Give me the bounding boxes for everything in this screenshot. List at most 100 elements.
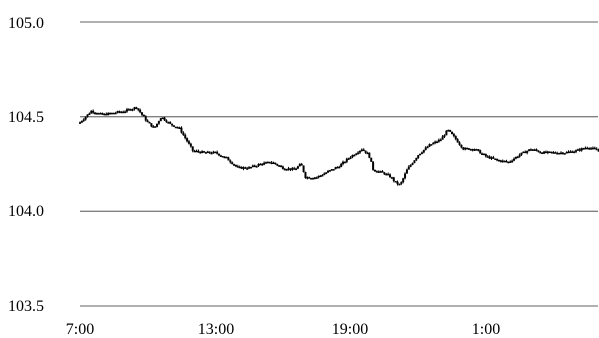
candle-body [405,169,408,174]
candle-body [456,139,459,143]
candle-body [524,151,527,154]
candle-body [443,135,446,137]
candle-body [259,163,262,166]
candle-body [291,168,294,170]
candle-body [413,160,416,164]
candle-body [227,157,230,161]
candle-body [328,170,331,172]
candle-body [400,182,403,184]
candle-body [419,153,422,156]
candle-body [298,164,301,167]
candle-body [415,157,418,161]
candle-body [189,143,192,147]
candle-body [330,169,333,171]
candle-body [445,130,448,136]
candle-body [460,144,463,148]
candle-body [582,148,585,150]
candle-body [516,156,519,159]
candle-body [357,152,360,155]
candle-body [253,165,256,167]
candle-body [469,149,472,151]
candle-body [373,169,376,172]
candle-body [234,164,237,167]
candle-body [272,162,275,164]
candle-body [278,165,281,167]
candle-body [195,150,198,153]
candle-body [122,111,125,114]
candle-body [434,141,437,144]
candle-body [129,109,132,111]
candle-body [171,123,174,126]
candle-body [529,149,532,151]
candle-body [387,173,390,176]
x-tick-label: 19:00 [332,321,368,338]
candle-body [287,168,290,170]
candle-body [317,175,320,178]
candle-body [473,149,476,151]
candle-body [154,126,157,128]
candle-body [546,151,549,154]
candle-body [550,151,553,154]
x-tick-label: 1:00 [472,321,500,338]
candle-body [584,147,587,150]
candle-body [362,149,365,152]
candle-body [375,171,378,173]
candle-body [462,147,465,150]
candle-body [454,136,457,140]
candle-body [481,153,484,156]
candle-body [148,121,151,124]
candle-body [101,113,104,115]
candle-body [573,151,576,154]
candle-body [295,168,298,171]
candle-body [343,161,346,164]
candle-body [159,118,162,122]
candle-body [522,151,525,154]
candle-body [561,152,564,155]
candle-body [513,158,516,161]
candle-body [296,166,299,169]
candle-body [353,154,356,157]
candle-body [492,157,495,159]
candle-body [184,134,187,139]
candle-body [556,152,559,155]
candle-body [466,147,469,150]
candle-body [289,168,292,170]
candle-body [238,166,241,169]
candle-body [439,139,442,142]
candle-body [432,142,435,145]
candle-body [274,162,277,165]
candle-body [79,122,81,124]
candle-body [304,172,307,178]
candle-body [116,111,119,113]
candle-body [424,147,427,150]
candle-body [430,144,433,146]
candle-body [240,166,243,169]
candle-body [520,152,523,155]
candle-body [505,161,508,163]
candle-body [206,151,209,154]
y-tick-label: 103.5 [8,298,44,315]
candle-body [201,151,204,154]
candle-body [310,178,313,180]
candle-body [507,161,510,164]
candle-body [451,131,454,135]
candle-body [334,167,337,170]
candle-body [327,170,330,173]
candle-body [82,119,85,122]
candle-body [360,149,363,152]
candle-body [210,152,213,155]
candle-body [118,111,121,113]
candle-body [332,169,335,171]
candle-body [80,121,83,123]
candle-body [392,177,395,181]
candle-body [383,172,386,175]
candle-body [422,149,425,153]
candle-body [176,127,179,129]
candle-body [580,148,583,151]
candle-body [479,150,482,154]
candle-body [575,150,578,152]
candle-body [255,166,258,168]
candle-body [558,152,561,155]
candle-body [571,151,574,153]
